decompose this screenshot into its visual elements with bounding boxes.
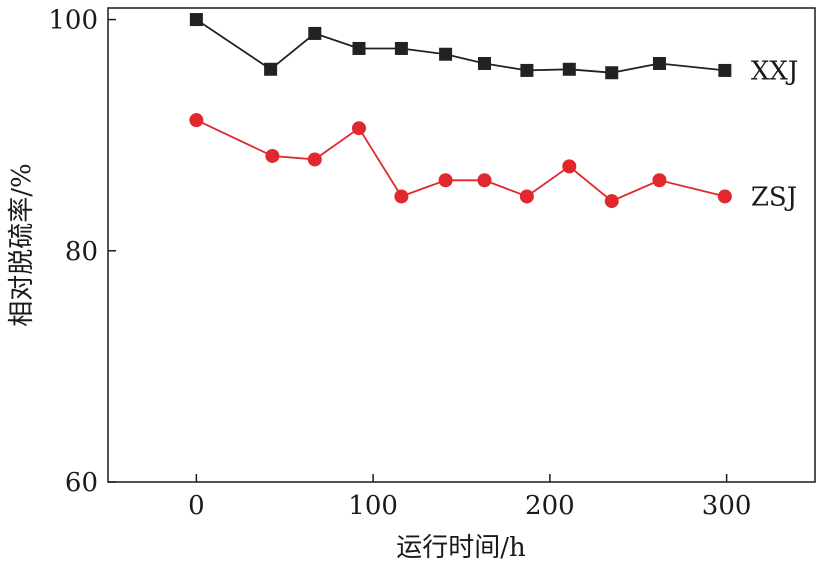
data-point [394, 189, 409, 204]
data-point [604, 194, 619, 209]
data-point [562, 159, 577, 174]
data-point [189, 13, 203, 27]
data-point [519, 189, 534, 204]
data-point [438, 173, 453, 188]
y-tick-label: 60 [65, 468, 98, 498]
series-line [196, 119, 726, 203]
data-point [394, 41, 408, 55]
x-tick-label: 300 [702, 491, 752, 521]
x-tick-label: 0 [188, 491, 205, 521]
y-tick-label: 80 [65, 237, 98, 267]
data-point [439, 47, 453, 61]
data-point [264, 62, 278, 76]
series-line [195, 18, 725, 74]
series-zsj: ZSJ [189, 113, 797, 212]
data-point [520, 63, 534, 77]
series-xxj: XXJ [189, 13, 798, 86]
series-label: XXJ [751, 56, 798, 86]
data-point [189, 113, 204, 128]
data-point [562, 62, 576, 76]
x-tick-label: 200 [525, 491, 575, 521]
data-point [605, 66, 619, 80]
data-point [352, 41, 366, 55]
data-point [307, 152, 322, 167]
y-tick-label: 100 [48, 6, 98, 36]
data-point [717, 189, 732, 204]
series-label: ZSJ [751, 182, 797, 212]
x-tick-label: 100 [348, 491, 398, 521]
data-point [477, 173, 492, 188]
y-axis: 60 80 100 [48, 6, 116, 498]
data-point [308, 26, 322, 40]
data-point [477, 56, 491, 70]
data-point [265, 148, 280, 163]
y-axis-title: 相对脱硫率/% [7, 163, 37, 326]
plot-frame [107, 7, 816, 483]
series-layer: XXJ ZSJ [189, 13, 798, 212]
data-point [351, 121, 366, 136]
data-point [718, 63, 732, 77]
data-point [652, 173, 667, 188]
data-point [652, 56, 666, 70]
x-axis: 0 100 200 300 [188, 474, 751, 521]
x-axis-title: 运行时间/h [396, 533, 526, 563]
